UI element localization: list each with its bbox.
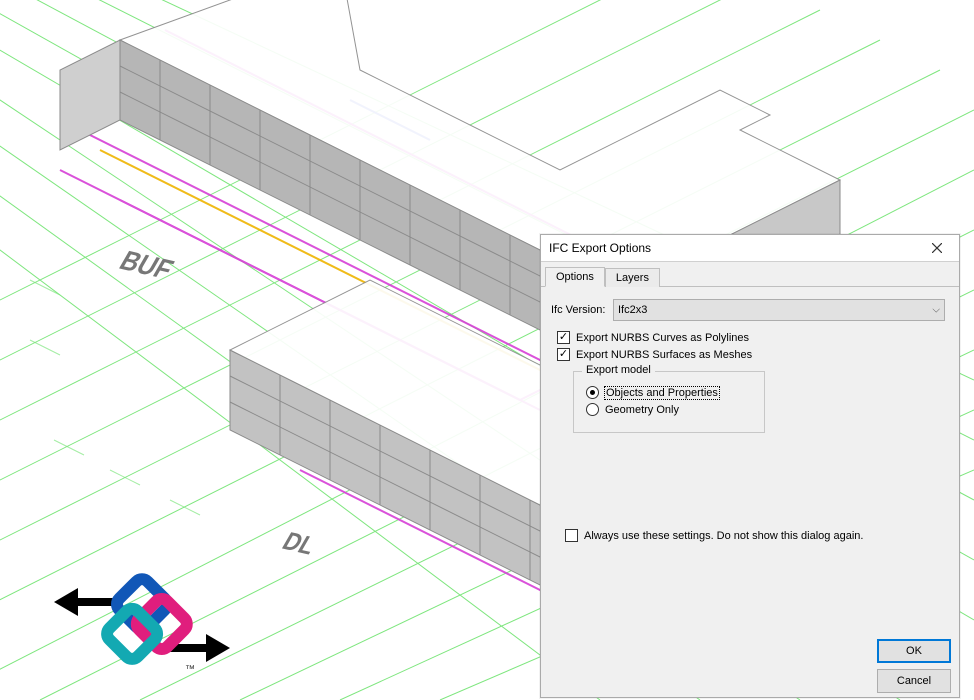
always-use-checkbox[interactable] <box>565 529 578 542</box>
export-objects-and-properties-row: Objects and Properties <box>586 386 754 399</box>
ok-button-label: OK <box>906 645 922 657</box>
nurbs-surfaces-row: Export NURBS Surfaces as Meshes <box>557 348 949 361</box>
nurbs-curves-row: Export NURBS Curves as Polylines <box>557 331 949 344</box>
cad-dim-markers <box>30 280 200 515</box>
always-use-label: Always use these settings. Do not show t… <box>584 530 863 542</box>
dialog-panel: Ifc Version: Ifc2x3 ⌵ Export NURBS Curve… <box>541 287 959 634</box>
tab-label: Layers <box>616 272 649 284</box>
dialog-footer: OK Cancel <box>541 634 959 697</box>
export-objects-and-properties-radio[interactable] <box>586 386 599 399</box>
ifc-version-label: Ifc Version: <box>551 304 613 316</box>
dialog-tabs: Options Layers <box>541 262 959 287</box>
cancel-button-label: Cancel <box>897 675 931 687</box>
dialog-titlebar[interactable]: IFC Export Options <box>541 235 959 262</box>
cancel-button[interactable]: Cancel <box>877 669 951 693</box>
nurbs-curves-checkbox[interactable] <box>557 331 570 344</box>
ifc-version-value: Ifc2x3 <box>618 304 647 316</box>
export-model-legend: Export model <box>582 364 655 376</box>
export-geometry-only-radio[interactable] <box>586 403 599 416</box>
close-icon <box>932 243 942 253</box>
ifc-version-combo[interactable]: Ifc2x3 ⌵ <box>613 299 945 321</box>
ifc-logo: ™ <box>50 566 250 686</box>
svg-text:DL: DL <box>277 528 321 560</box>
export-model-group: Export model Objects and Properties Geom… <box>573 371 765 433</box>
export-objects-and-properties-label: Objects and Properties <box>605 387 719 399</box>
tab-label: Options <box>556 271 594 283</box>
tab-layers[interactable]: Layers <box>605 268 660 287</box>
always-use-row: Always use these settings. Do not show t… <box>565 529 863 542</box>
nurbs-curves-label: Export NURBS Curves as Polylines <box>576 332 749 344</box>
dialog-title: IFC Export Options <box>549 241 651 255</box>
ifc-version-row: Ifc Version: Ifc2x3 ⌵ <box>551 299 949 321</box>
svg-text:BUF: BUF <box>114 245 179 285</box>
export-geometry-only-row: Geometry Only <box>586 403 754 416</box>
close-button[interactable] <box>915 235 959 261</box>
nurbs-surfaces-checkbox[interactable] <box>557 348 570 361</box>
ok-button[interactable]: OK <box>877 639 951 663</box>
export-geometry-only-label: Geometry Only <box>605 404 679 416</box>
ifc-export-dialog: IFC Export Options Options Layers Ifc Ve… <box>540 234 960 698</box>
nurbs-surfaces-label: Export NURBS Surfaces as Meshes <box>576 349 752 361</box>
chevron-down-icon: ⌵ <box>932 305 940 316</box>
logo-tm: ™ <box>185 664 195 675</box>
tab-options[interactable]: Options <box>545 267 605 287</box>
